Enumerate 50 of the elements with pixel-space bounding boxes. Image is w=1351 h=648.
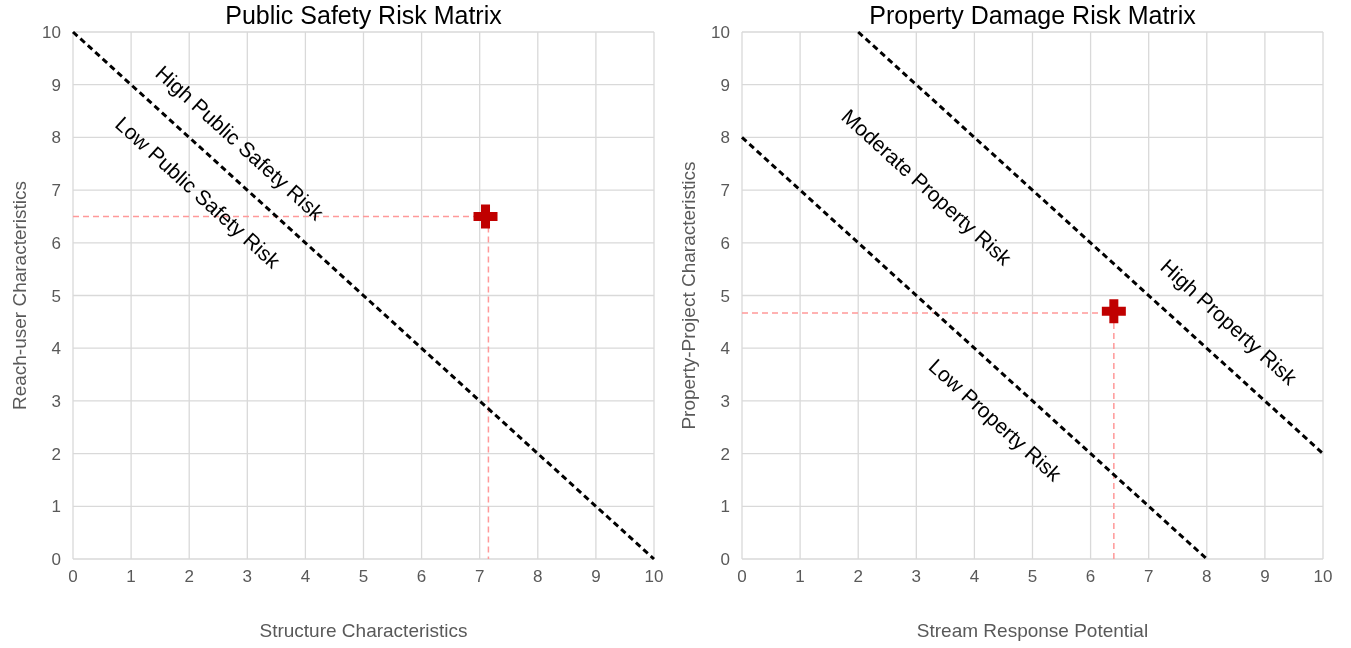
x-tick-label: 10 xyxy=(644,567,664,586)
y-tick-label: 0 xyxy=(720,550,730,569)
y-tick-label: 10 xyxy=(42,23,61,42)
chart-title: Property Damage Risk Matrix xyxy=(869,1,1197,29)
x-tick-label: 6 xyxy=(416,567,427,586)
x-tick-label: 3 xyxy=(242,567,253,586)
chart-title: Public Safety Risk Matrix xyxy=(225,1,503,29)
y-tick-label: 7 xyxy=(51,181,61,201)
x-tick-label: 2 xyxy=(184,567,194,586)
x-tick-label: 7 xyxy=(474,567,485,586)
x-tick-label: 5 xyxy=(358,567,369,586)
y-tick-label: 8 xyxy=(51,128,61,148)
x-tick-label: 9 xyxy=(591,567,601,586)
y-tick-label: 10 xyxy=(711,23,730,42)
y-tick-label: 5 xyxy=(51,286,61,306)
y-tick-label: 5 xyxy=(720,286,730,306)
y-tick-label: 9 xyxy=(51,75,61,95)
x-tick-label: 8 xyxy=(1202,567,1212,586)
y-tick-label: 3 xyxy=(720,391,730,411)
x-tick-label: 4 xyxy=(969,567,980,586)
x-axis-title: Structure Characteristics xyxy=(259,620,468,641)
y-tick-label: 1 xyxy=(51,497,61,517)
y-tick-label: 4 xyxy=(51,339,61,359)
y-tick-label: 9 xyxy=(720,75,730,95)
y-tick-label: 0 xyxy=(51,550,61,569)
y-tick-label: 2 xyxy=(51,444,61,464)
x-tick-label: 4 xyxy=(300,567,311,586)
x-tick-label: 2 xyxy=(853,567,863,586)
y-axis-title: Reach-user Characteristics xyxy=(9,180,30,411)
y-tick-label: 1 xyxy=(720,497,730,517)
x-tick-label: 7 xyxy=(1143,567,1154,586)
y-tick-label: 7 xyxy=(720,181,730,201)
x-tick-label: 0 xyxy=(737,567,747,586)
y-axis-title: Property-Project Characteristics xyxy=(678,161,699,430)
x-tick-label: 5 xyxy=(1027,567,1038,586)
x-axis-title: Stream Response Potential xyxy=(916,620,1149,641)
y-tick-label: 3 xyxy=(51,391,61,411)
y-tick-label: 8 xyxy=(720,128,730,148)
y-tick-label: 4 xyxy=(720,339,730,359)
x-tick-label: 6 xyxy=(1085,567,1096,586)
y-tick-label: 6 xyxy=(720,233,730,253)
x-tick-label: 1 xyxy=(126,567,136,586)
x-tick-label: 0 xyxy=(68,567,78,586)
x-tick-label: 3 xyxy=(911,567,922,586)
x-tick-label: 1 xyxy=(795,567,805,586)
x-tick-label: 9 xyxy=(1260,567,1270,586)
x-tick-label: 8 xyxy=(533,567,543,586)
y-tick-label: 6 xyxy=(51,233,61,253)
y-tick-label: 2 xyxy=(720,444,730,464)
x-tick-label: 10 xyxy=(1313,567,1333,586)
